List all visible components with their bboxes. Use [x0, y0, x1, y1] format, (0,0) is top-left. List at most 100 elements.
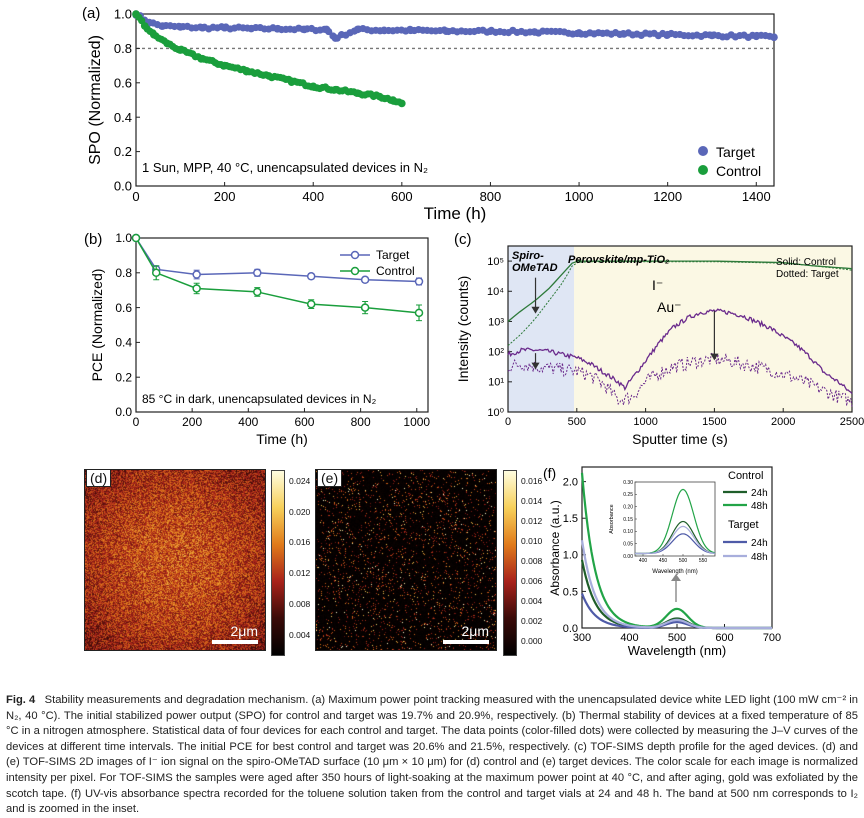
x-tick-label: 0 [132, 189, 139, 204]
control-point [220, 61, 229, 70]
legend-control-48h: 48h [751, 501, 768, 512]
colorbar-tick-label: 0.004 [289, 629, 311, 640]
colorbar-tick-label: 0.000 [521, 636, 543, 646]
x-tick-label: 600 [391, 189, 413, 204]
panel-b-ylabel: PCE (Normalized) [89, 269, 105, 382]
inset-x-tick-label: 400 [639, 558, 648, 564]
y-tick-label: 2.0 [563, 476, 578, 488]
panel-f-ylabel: Absorbance (a.u.) [548, 500, 562, 595]
target-point [192, 270, 201, 279]
control-point [353, 89, 362, 97]
legend-target-title: Target [728, 519, 759, 531]
control-point [287, 77, 295, 85]
gold-label: Au⁻ [657, 299, 682, 315]
x-tick-label: 600 [715, 632, 733, 644]
y-tick-label: 0.4 [115, 336, 132, 350]
control-point [265, 72, 273, 80]
control-point [309, 82, 318, 91]
target-point [770, 33, 778, 42]
iodide-label: I⁻ [652, 277, 663, 293]
colorbar-tick-label: 0.014 [521, 496, 543, 506]
colorbar-tick-label: 0.010 [521, 536, 543, 546]
panel-a-annotation: 1 Sun, MPP, 40 °C, unencapsulated device… [142, 160, 428, 175]
inset-y-tick-label: 0.25 [623, 492, 633, 498]
legend-dotted-note: Dotted: Target [776, 269, 839, 280]
legend-target-marker-b [350, 250, 360, 260]
control-point [375, 92, 384, 101]
target-point [247, 24, 255, 33]
inset-y-tick-label: 0.20 [623, 504, 633, 510]
panel-c-marks [507, 260, 853, 408]
panel-b-marks [131, 233, 424, 322]
colorbar-tick-label: 0.016 [521, 476, 543, 486]
y-tick-label: 1.0 [115, 231, 132, 245]
panel-c-xlabel: Sputter time (s) [632, 431, 728, 447]
target-point [442, 27, 450, 35]
target-point [619, 29, 628, 38]
panel-b-xlabel: Time (h) [256, 431, 308, 447]
panel-b-axes: 0 200 400 600 800 1000 0.0 0.2 0.4 0.6 0.8 1.0 [115, 231, 430, 429]
x-tick-label: 700 [763, 632, 781, 644]
panel-f-label: (f) [543, 465, 556, 481]
control-point [131, 233, 141, 243]
target-point [198, 23, 207, 32]
x-tick-label: 500 [668, 632, 686, 644]
legend-control-label-b: Control [376, 264, 415, 278]
legend-solid-note: Solid: Control [776, 257, 836, 268]
panel-b-chart: (b) 0 200 400 600 800 10000.00.20.40.60.81.0 … [84, 231, 430, 447]
legend-control-marker-b [350, 266, 360, 276]
control-point [149, 30, 158, 39]
y-tick-label: 10⁵ [487, 256, 504, 268]
control-point [141, 22, 149, 30]
depth-profile-3 [507, 351, 853, 408]
inset-x-tick-label: 500 [679, 558, 688, 564]
x-tick-label: 1000 [633, 416, 657, 428]
arrow-head [531, 306, 540, 314]
y-tick-label: 0.4 [114, 110, 132, 125]
legend-target-label: Target [716, 144, 755, 160]
colorbar-tick-label: 0.006 [521, 576, 543, 586]
zoom-arrow-head [671, 574, 681, 581]
y-tick-label: 0.2 [114, 144, 132, 159]
x-tick-label: 300 [573, 632, 591, 644]
panel-d-image: (d) 2μm [84, 469, 266, 651]
panel-f-xlabel: Wavelength (nm) [628, 643, 727, 658]
x-tick-label: 800 [480, 189, 502, 204]
legend-control-marker [698, 165, 708, 175]
control-point [253, 287, 262, 297]
colorbar-tick-label: 0.024 [289, 476, 311, 486]
colorbar-tick-label: 0.016 [289, 537, 311, 548]
x-tick-label: 0 [133, 415, 140, 429]
target-point [752, 32, 761, 41]
spectrum-line [580, 540, 772, 630]
target-point [380, 26, 388, 35]
inset-y-tick-label: 0.05 [623, 541, 633, 547]
panel-c-plot-frame [507, 245, 853, 413]
x-tick-label: 200 [182, 415, 202, 429]
target-point [406, 26, 415, 35]
target-point [575, 29, 583, 37]
colorbar-tick-label: 0.004 [521, 596, 543, 606]
target-point [414, 277, 424, 286]
panel-a-chart: (a) 0 200 400 600 800 1000 1200 1400 0.0 0.2 0.4 0.… [82, 5, 778, 223]
panel-a-label: (a) [82, 5, 100, 22]
panel-b-plot-frame [135, 237, 429, 413]
colorbar-tick-label: 0.020 [289, 506, 311, 517]
depth-profile-1 [507, 261, 853, 346]
y-tick-label: 0.5 [563, 586, 578, 598]
panel-a-ylabel: SPO (Normalized) [87, 35, 104, 165]
control-point [414, 308, 424, 318]
control-point [163, 39, 171, 48]
panel-c-chart: (c) 0 500 1000 1500 2000 2500 10⁰ 10¹ 10² 10³ 10⁴ 1… [454, 231, 864, 447]
control-point [242, 66, 251, 75]
panel-c-ylabel: Intensity (counts) [455, 276, 471, 383]
inset-frame [634, 481, 716, 557]
y-tick-label: 0.0 [563, 623, 578, 635]
target-point [486, 27, 495, 35]
legend-control-24h: 24h [751, 488, 768, 499]
legend-control-label: Control [716, 163, 761, 179]
control-point [132, 10, 140, 18]
colorbar-tick-label: 0.012 [521, 516, 543, 526]
target-point [300, 25, 309, 34]
y-tick-label: 10⁴ [487, 286, 504, 298]
